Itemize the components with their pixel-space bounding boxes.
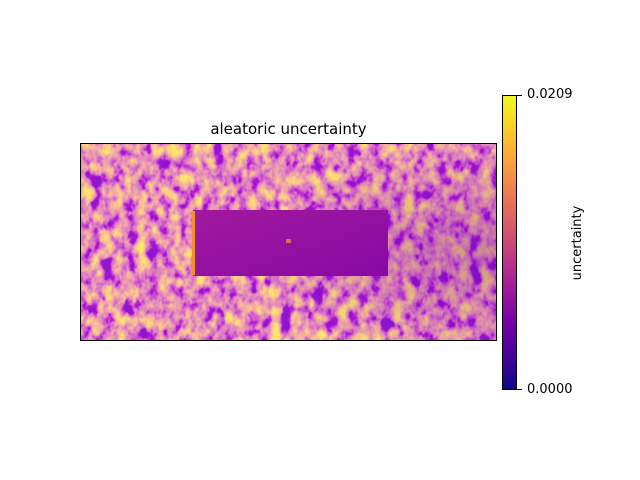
block-center-spot: [286, 239, 291, 243]
colorbar-tick-label-min: 0.0000: [527, 382, 573, 397]
colorbar: [502, 95, 517, 390]
heatmap-plot-area: [80, 143, 497, 341]
colorbar-tick-min: [517, 389, 522, 390]
heatmap-image: [81, 144, 496, 340]
colorbar-label: uncertainty: [570, 205, 585, 281]
colorbar-tick-max: [517, 95, 522, 96]
chart-title: aleatoric uncertainty: [210, 120, 367, 138]
block-left-edge: [192, 211, 195, 275]
colorbar-tick-label-max: 0.0209: [527, 87, 573, 102]
